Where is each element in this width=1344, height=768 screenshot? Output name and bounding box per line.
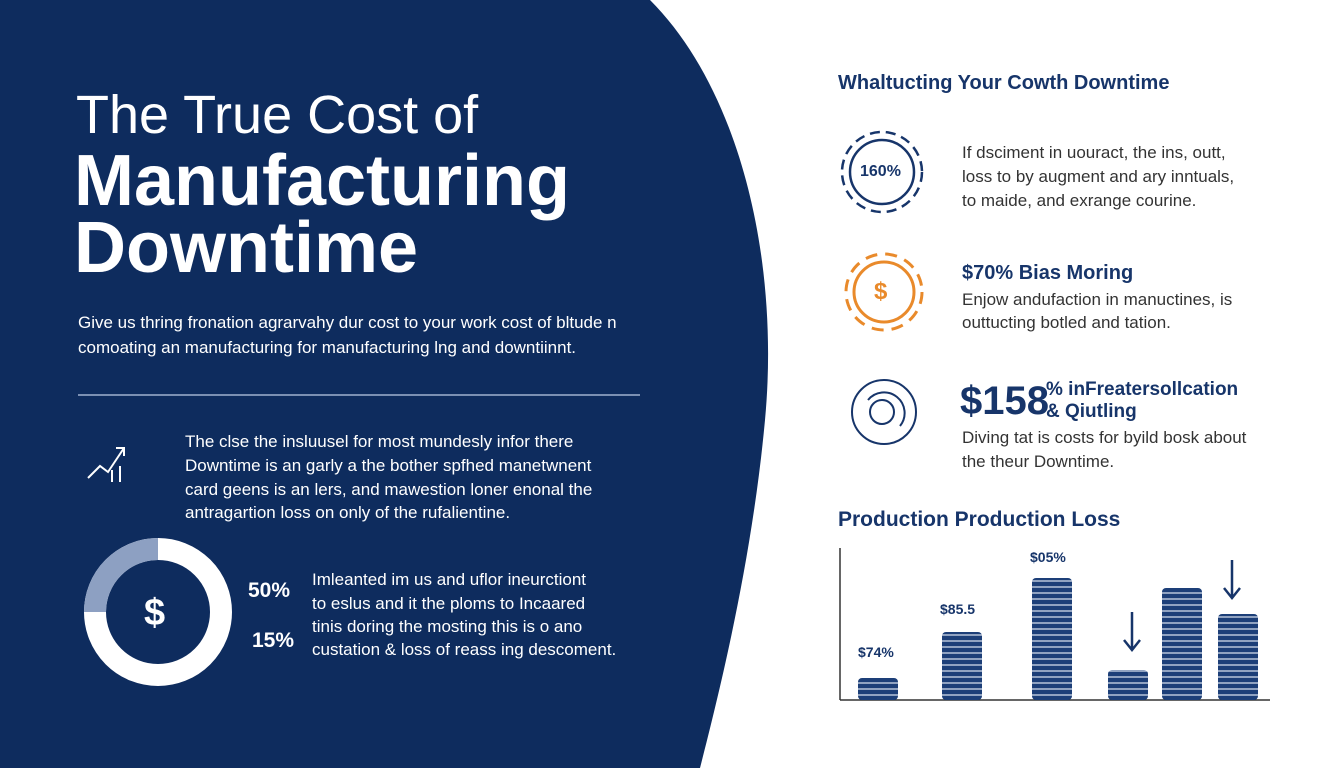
insight-text: Downtime is an garly a the bother spfhed… <box>185 456 592 475</box>
title-line: Manufacturing <box>74 141 570 221</box>
stack-label: $85.5 <box>940 601 976 617</box>
orange-icon: $ <box>874 278 888 305</box>
title-line: Downtime <box>74 208 419 288</box>
coin-stacks <box>858 578 1258 700</box>
insight-text: The clse the insluusel for most mundesly… <box>185 432 574 451</box>
item-text: the theur Downtime. <box>962 452 1115 471</box>
donut-text: custation & loss of reass ing descoment. <box>312 640 617 659</box>
intro: comoating an manufacturing for manufactu… <box>78 338 577 357</box>
down-arrows <box>1123 560 1241 653</box>
orange-gear-icon <box>844 252 924 332</box>
intro: Give us thring fronation agrarvahy dur c… <box>78 313 617 332</box>
item-text: outtucting botled and tation. <box>962 313 1171 332</box>
cycle-icon <box>851 379 917 445</box>
donut-text: tinis doring the mosting this is o ano <box>312 617 583 636</box>
donut-text: to eslus and it the ploms to Incaared <box>312 594 586 613</box>
donut-icon: $ <box>144 592 166 634</box>
hero-panel <box>0 0 769 768</box>
stat: 50% <box>248 579 291 602</box>
item-title: & Qiutling <box>1046 401 1137 422</box>
stack-label: $05% <box>1030 549 1066 565</box>
badge: 160% <box>860 163 901 180</box>
stat: 15% <box>252 629 295 652</box>
insight-text: card geens is an lers, and mawestion lon… <box>185 480 593 499</box>
item-text: Enjow andufaction in manuctines, is <box>962 290 1233 309</box>
stack-label: $74% <box>858 644 894 660</box>
trend-icon <box>87 447 125 482</box>
donut-segment <box>84 538 159 613</box>
item-big-title: $158 <box>960 379 1049 423</box>
production-heading: Production Production Loss <box>838 508 1121 531</box>
gear-icon <box>840 130 924 214</box>
title-line: The True Cost of <box>76 85 479 145</box>
item-text: to maide, and exrange courine. <box>962 191 1197 210</box>
item-title: % inFreatersollcation <box>1046 379 1239 400</box>
donut-text: Imleanted im us and uflor ineurctiont <box>312 570 587 589</box>
item-text: loss to by augment and ary inntuals, <box>962 167 1235 186</box>
item-title: $70% Bias Moring <box>962 262 1134 284</box>
insight-text: antragartion loss on only of the rufalie… <box>185 503 511 522</box>
sidebar-heading: Whaltucting Your Cowth Downtime <box>838 72 1170 94</box>
item-text: Diving tat is costs for byild bosk about <box>962 428 1247 447</box>
item-text: If dsciment in uouract, the ins, outt, <box>962 143 1226 162</box>
